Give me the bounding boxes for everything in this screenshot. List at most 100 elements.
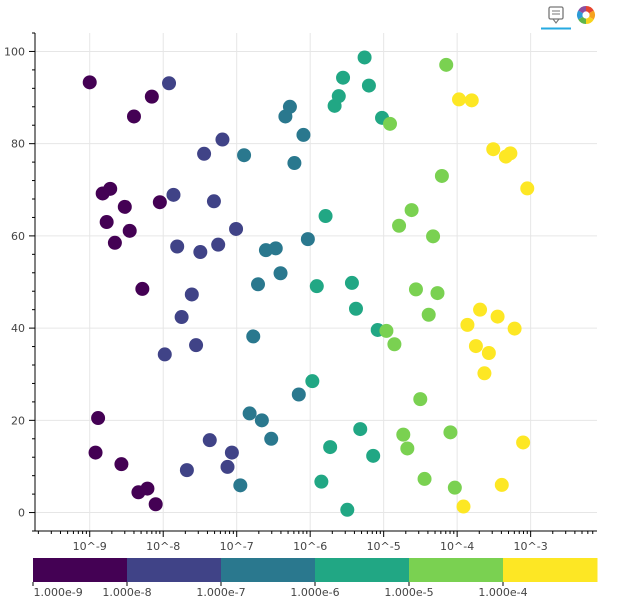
data-point [357, 50, 372, 65]
data-point [296, 127, 311, 142]
data-point [193, 245, 208, 260]
data-point [481, 346, 496, 361]
data-point [82, 75, 97, 90]
color-bar: 1.000e-9 1.000e-8 1.000e-7 1.000e-6 1.000e-5… [32, 558, 598, 599]
data-point [309, 279, 324, 294]
data-point [264, 431, 279, 446]
data-point [404, 203, 419, 218]
y-tick-label: 0 [18, 507, 25, 520]
color-bar-segment [33, 558, 128, 582]
data-point [122, 223, 137, 238]
data-point [237, 148, 252, 163]
data-point [268, 241, 283, 256]
data-point [318, 209, 333, 224]
data-point [184, 287, 199, 302]
data-point [170, 239, 185, 254]
data-point [468, 339, 483, 354]
color-bar-segment [503, 558, 598, 582]
x-tick-label: 10^-4 [440, 540, 474, 553]
data-point [314, 474, 329, 489]
y-tick-label: 40 [11, 322, 25, 335]
data-point [215, 132, 230, 147]
x-tick-label: 10^-8 [146, 540, 180, 553]
color-bar-tick-label: 1.000e-5 [384, 586, 433, 599]
data-point [162, 76, 177, 91]
data-point [220, 459, 235, 474]
data-point [430, 286, 445, 301]
data-point [103, 181, 118, 196]
data-point [490, 309, 505, 324]
data-point [331, 89, 346, 104]
data-point [464, 93, 479, 108]
axes: 10^-9 10^-8 10^-7 10^-6 10^-5 10^-4 10^-3 0 20 40… [4, 32, 597, 553]
color-bar-tick-label: 1.000e-6 [290, 586, 339, 599]
data-point [287, 156, 302, 171]
data-point [117, 199, 132, 214]
data-points [82, 50, 535, 517]
data-point [426, 229, 441, 244]
data-point [246, 329, 261, 344]
data-point [88, 445, 103, 460]
data-point [157, 347, 172, 362]
x-tick-label: 10^-3 [514, 540, 548, 553]
data-point [91, 411, 106, 426]
data-point [114, 457, 129, 472]
data-point [400, 441, 415, 456]
data-point [417, 471, 432, 486]
data-point [516, 435, 531, 450]
data-point [460, 317, 475, 332]
data-point [396, 427, 411, 442]
data-point [229, 221, 244, 236]
data-point [456, 499, 471, 514]
x-tick-label: 10^-6 [293, 540, 327, 553]
data-point [348, 301, 363, 316]
data-point [197, 146, 212, 161]
data-point [144, 89, 159, 104]
data-point [452, 92, 467, 107]
data-point [439, 57, 454, 72]
data-point [507, 321, 522, 336]
data-point [152, 195, 167, 210]
y-tick-label: 100 [4, 45, 25, 58]
data-point [353, 422, 368, 437]
color-bar-segment [221, 558, 316, 582]
data-point [340, 502, 355, 517]
y-tick-label: 20 [11, 414, 25, 427]
data-point [503, 146, 518, 161]
data-point [305, 374, 320, 389]
color-bar-tick-label: 1.000e-7 [196, 586, 245, 599]
x-tick-label: 10^-9 [73, 540, 107, 553]
data-point [344, 275, 359, 290]
hover-tooltip-icon[interactable] [548, 6, 564, 24]
bokeh-logo-icon[interactable] [576, 5, 596, 25]
data-point [336, 70, 351, 85]
data-point [366, 448, 381, 463]
data-point [254, 413, 269, 428]
data-point [202, 433, 217, 448]
data-point [242, 406, 257, 421]
data-point [520, 181, 535, 196]
data-point [477, 366, 492, 381]
data-point [387, 337, 402, 352]
data-point [174, 310, 189, 325]
data-point [392, 218, 407, 233]
data-point [291, 387, 306, 402]
data-point [408, 282, 423, 297]
data-point [233, 478, 248, 493]
data-point [421, 307, 436, 322]
color-bar-tick-label: 1.000e-8 [102, 586, 151, 599]
y-tick-label: 60 [11, 230, 25, 243]
y-tick-label: 80 [11, 138, 25, 151]
color-bar-tick-label: 1.000e-9 [34, 586, 83, 599]
data-point [273, 266, 288, 281]
data-point [107, 235, 122, 250]
data-point [443, 425, 458, 440]
data-point [379, 323, 394, 338]
data-point [126, 109, 141, 124]
data-point [166, 187, 181, 202]
data-point [224, 445, 239, 460]
data-point [140, 481, 155, 496]
data-point [206, 194, 221, 209]
data-point [361, 78, 376, 93]
